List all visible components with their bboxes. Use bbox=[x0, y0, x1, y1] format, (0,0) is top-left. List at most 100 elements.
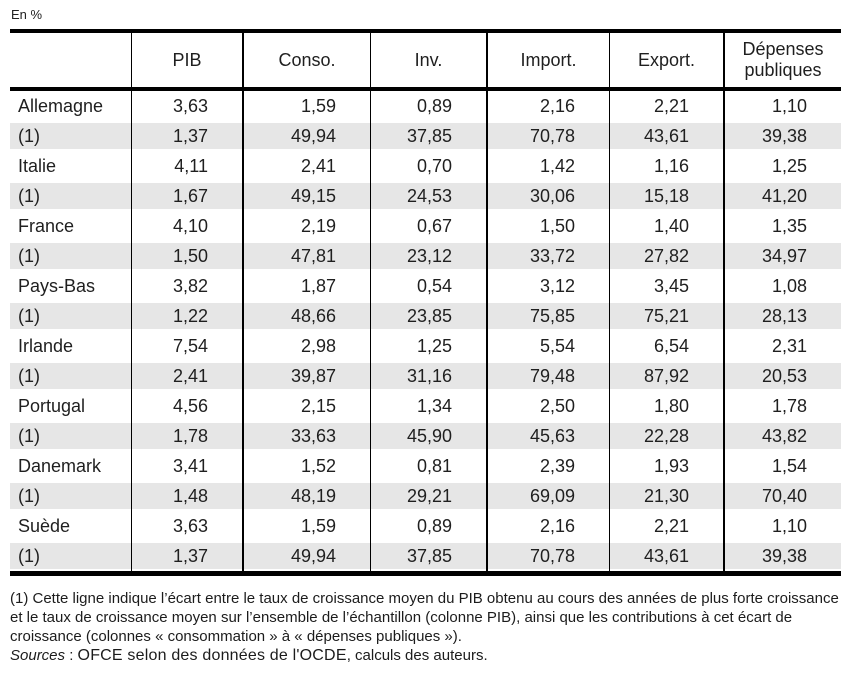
value-cell: 1,37 bbox=[131, 121, 242, 151]
value-cell: 1,93 bbox=[609, 451, 723, 481]
table-header-row: PIB Conso. Inv. Import. Export. Dépenses publ… bbox=[10, 33, 841, 91]
column-header: Export. bbox=[609, 33, 723, 91]
row-label-cell: Italie bbox=[18, 155, 57, 176]
table-row: (1) 1,78 33,63 45,90 45,63 22,28 43,82 bbox=[10, 421, 841, 451]
value-cell: 3,63 bbox=[131, 511, 242, 541]
value-cell: 23,12 bbox=[370, 241, 486, 271]
value-cell: 29,21 bbox=[370, 481, 486, 511]
table-row: Suède 3,63 1,59 0,89 2,16 2,21 1,10 bbox=[10, 511, 841, 541]
table-body: Allemagne 3,63 1,59 0,89 2,16 2,21 1,10 (1) 1,37… bbox=[10, 91, 841, 571]
table-row: Allemagne 3,63 1,59 0,89 2,16 2,21 1,10 bbox=[10, 91, 841, 121]
table-row: (1) 1,37 49,94 37,85 70,78 43,61 39,38 bbox=[10, 121, 841, 151]
value-cell: 1,78 bbox=[723, 391, 841, 421]
column-header: Import. bbox=[486, 33, 609, 91]
value-cell: 41,20 bbox=[723, 181, 841, 211]
value-cell: 1,37 bbox=[131, 541, 242, 571]
value-cell: 0,70 bbox=[370, 151, 486, 181]
value-cell: 0,89 bbox=[370, 511, 486, 541]
value-cell: 1,78 bbox=[131, 421, 242, 451]
value-cell: 75,21 bbox=[609, 301, 723, 331]
value-cell: 1,54 bbox=[723, 451, 841, 481]
value-cell: 2,15 bbox=[242, 391, 370, 421]
value-cell: 79,48 bbox=[486, 361, 609, 391]
value-cell: 1,08 bbox=[723, 271, 841, 301]
value-cell: 2,19 bbox=[242, 211, 370, 241]
column-header: PIB bbox=[131, 33, 242, 91]
row-label-cell: (1) bbox=[10, 301, 131, 331]
table-row: Irlande 7,54 2,98 1,25 5,54 6,54 2,31 bbox=[10, 331, 841, 361]
value-cell: 1,80 bbox=[609, 391, 723, 421]
value-cell: 3,82 bbox=[131, 271, 242, 301]
value-cell: 3,12 bbox=[486, 271, 609, 301]
value-cell: 48,66 bbox=[242, 301, 370, 331]
value-cell: 1,25 bbox=[723, 151, 841, 181]
value-cell: 0,81 bbox=[370, 451, 486, 481]
table-row: Portugal 4,56 2,15 1,34 2,50 1,80 1,78 bbox=[10, 391, 841, 421]
table-row: Italie 4,11 2,41 0,70 1,42 1,16 1,25 bbox=[10, 151, 841, 181]
column-header: Inv. bbox=[370, 33, 486, 91]
value-cell: 70,40 bbox=[723, 481, 841, 511]
value-cell: 27,82 bbox=[609, 241, 723, 271]
row-label-cell: Allemagne bbox=[18, 95, 104, 116]
value-cell: 0,54 bbox=[370, 271, 486, 301]
value-cell: 1,48 bbox=[131, 481, 242, 511]
sources-label: Sources bbox=[10, 647, 66, 664]
row-label-cell: France bbox=[18, 215, 75, 236]
value-cell: 43,61 bbox=[609, 121, 723, 151]
table-row: (1) 1,48 48,19 29,21 69,09 21,30 70,40 bbox=[10, 481, 841, 511]
row-label-cell: (1) bbox=[10, 541, 131, 571]
table-row: (1) 2,41 39,87 31,16 79,48 87,92 20,53 bbox=[10, 361, 841, 391]
value-cell: 2,16 bbox=[486, 91, 609, 121]
value-cell: 7,54 bbox=[131, 331, 242, 361]
value-cell: 1,42 bbox=[486, 151, 609, 181]
value-cell: 49,15 bbox=[242, 181, 370, 211]
value-cell: 1,22 bbox=[131, 301, 242, 331]
sources-separator: : bbox=[65, 647, 78, 664]
row-label-cell: (1) bbox=[10, 361, 131, 391]
table-row: (1) 1,67 49,15 24,53 30,06 15,18 41,20 bbox=[10, 181, 841, 211]
data-table: PIB Conso. Inv. Import. Export. Dépenses publ… bbox=[10, 29, 841, 576]
value-cell: 2,31 bbox=[723, 331, 841, 361]
value-cell: 1,34 bbox=[370, 391, 486, 421]
value-cell: 3,41 bbox=[131, 451, 242, 481]
corner-header-cell bbox=[10, 33, 131, 91]
value-cell: 39,87 bbox=[242, 361, 370, 391]
value-cell: 1,67 bbox=[131, 181, 242, 211]
value-cell: 1,16 bbox=[609, 151, 723, 181]
value-cell: 1,87 bbox=[242, 271, 370, 301]
value-cell: 1,35 bbox=[723, 211, 841, 241]
table-row: France 4,10 2,19 0,67 1,50 1,40 1,35 bbox=[10, 211, 841, 241]
value-cell: 1,25 bbox=[370, 331, 486, 361]
footnote: (1) Cette ligne indique l’écart entre le… bbox=[10, 590, 839, 645]
value-cell: 28,13 bbox=[723, 301, 841, 331]
value-cell: 37,85 bbox=[370, 121, 486, 151]
value-cell: 33,63 bbox=[242, 421, 370, 451]
column-header: Conso. bbox=[242, 33, 370, 91]
value-cell: 31,16 bbox=[370, 361, 486, 391]
value-cell: 15,18 bbox=[609, 181, 723, 211]
value-cell: 2,21 bbox=[609, 91, 723, 121]
value-cell: 4,11 bbox=[131, 151, 242, 181]
value-cell: 39,38 bbox=[723, 121, 841, 151]
value-cell: 23,85 bbox=[370, 301, 486, 331]
value-cell: 34,97 bbox=[723, 241, 841, 271]
value-cell: 45,90 bbox=[370, 421, 486, 451]
value-cell: 22,28 bbox=[609, 421, 723, 451]
value-cell: 20,53 bbox=[723, 361, 841, 391]
row-label-cell: (1) bbox=[10, 121, 131, 151]
value-cell: 1,10 bbox=[723, 511, 841, 541]
value-cell: 3,63 bbox=[131, 91, 242, 121]
row-label-cell: Irlande bbox=[18, 335, 74, 356]
row-label-cell: (1) bbox=[10, 481, 131, 511]
value-cell: 2,41 bbox=[131, 361, 242, 391]
value-cell: 43,61 bbox=[609, 541, 723, 571]
value-cell: 0,67 bbox=[370, 211, 486, 241]
value-cell: 1,10 bbox=[723, 91, 841, 121]
table-row: (1) 1,22 48,66 23,85 75,85 75,21 28,13 bbox=[10, 301, 841, 331]
value-cell: 33,72 bbox=[486, 241, 609, 271]
table-header: PIB Conso. Inv. Import. Export. Dépenses publ… bbox=[10, 33, 841, 91]
notes-block: (1) Cette ligne indique l’écart entre le… bbox=[10, 589, 850, 666]
value-cell: 43,82 bbox=[723, 421, 841, 451]
value-cell: 4,56 bbox=[131, 391, 242, 421]
sources-line: Sources : OFCE selon des données de l'OC… bbox=[10, 646, 850, 666]
